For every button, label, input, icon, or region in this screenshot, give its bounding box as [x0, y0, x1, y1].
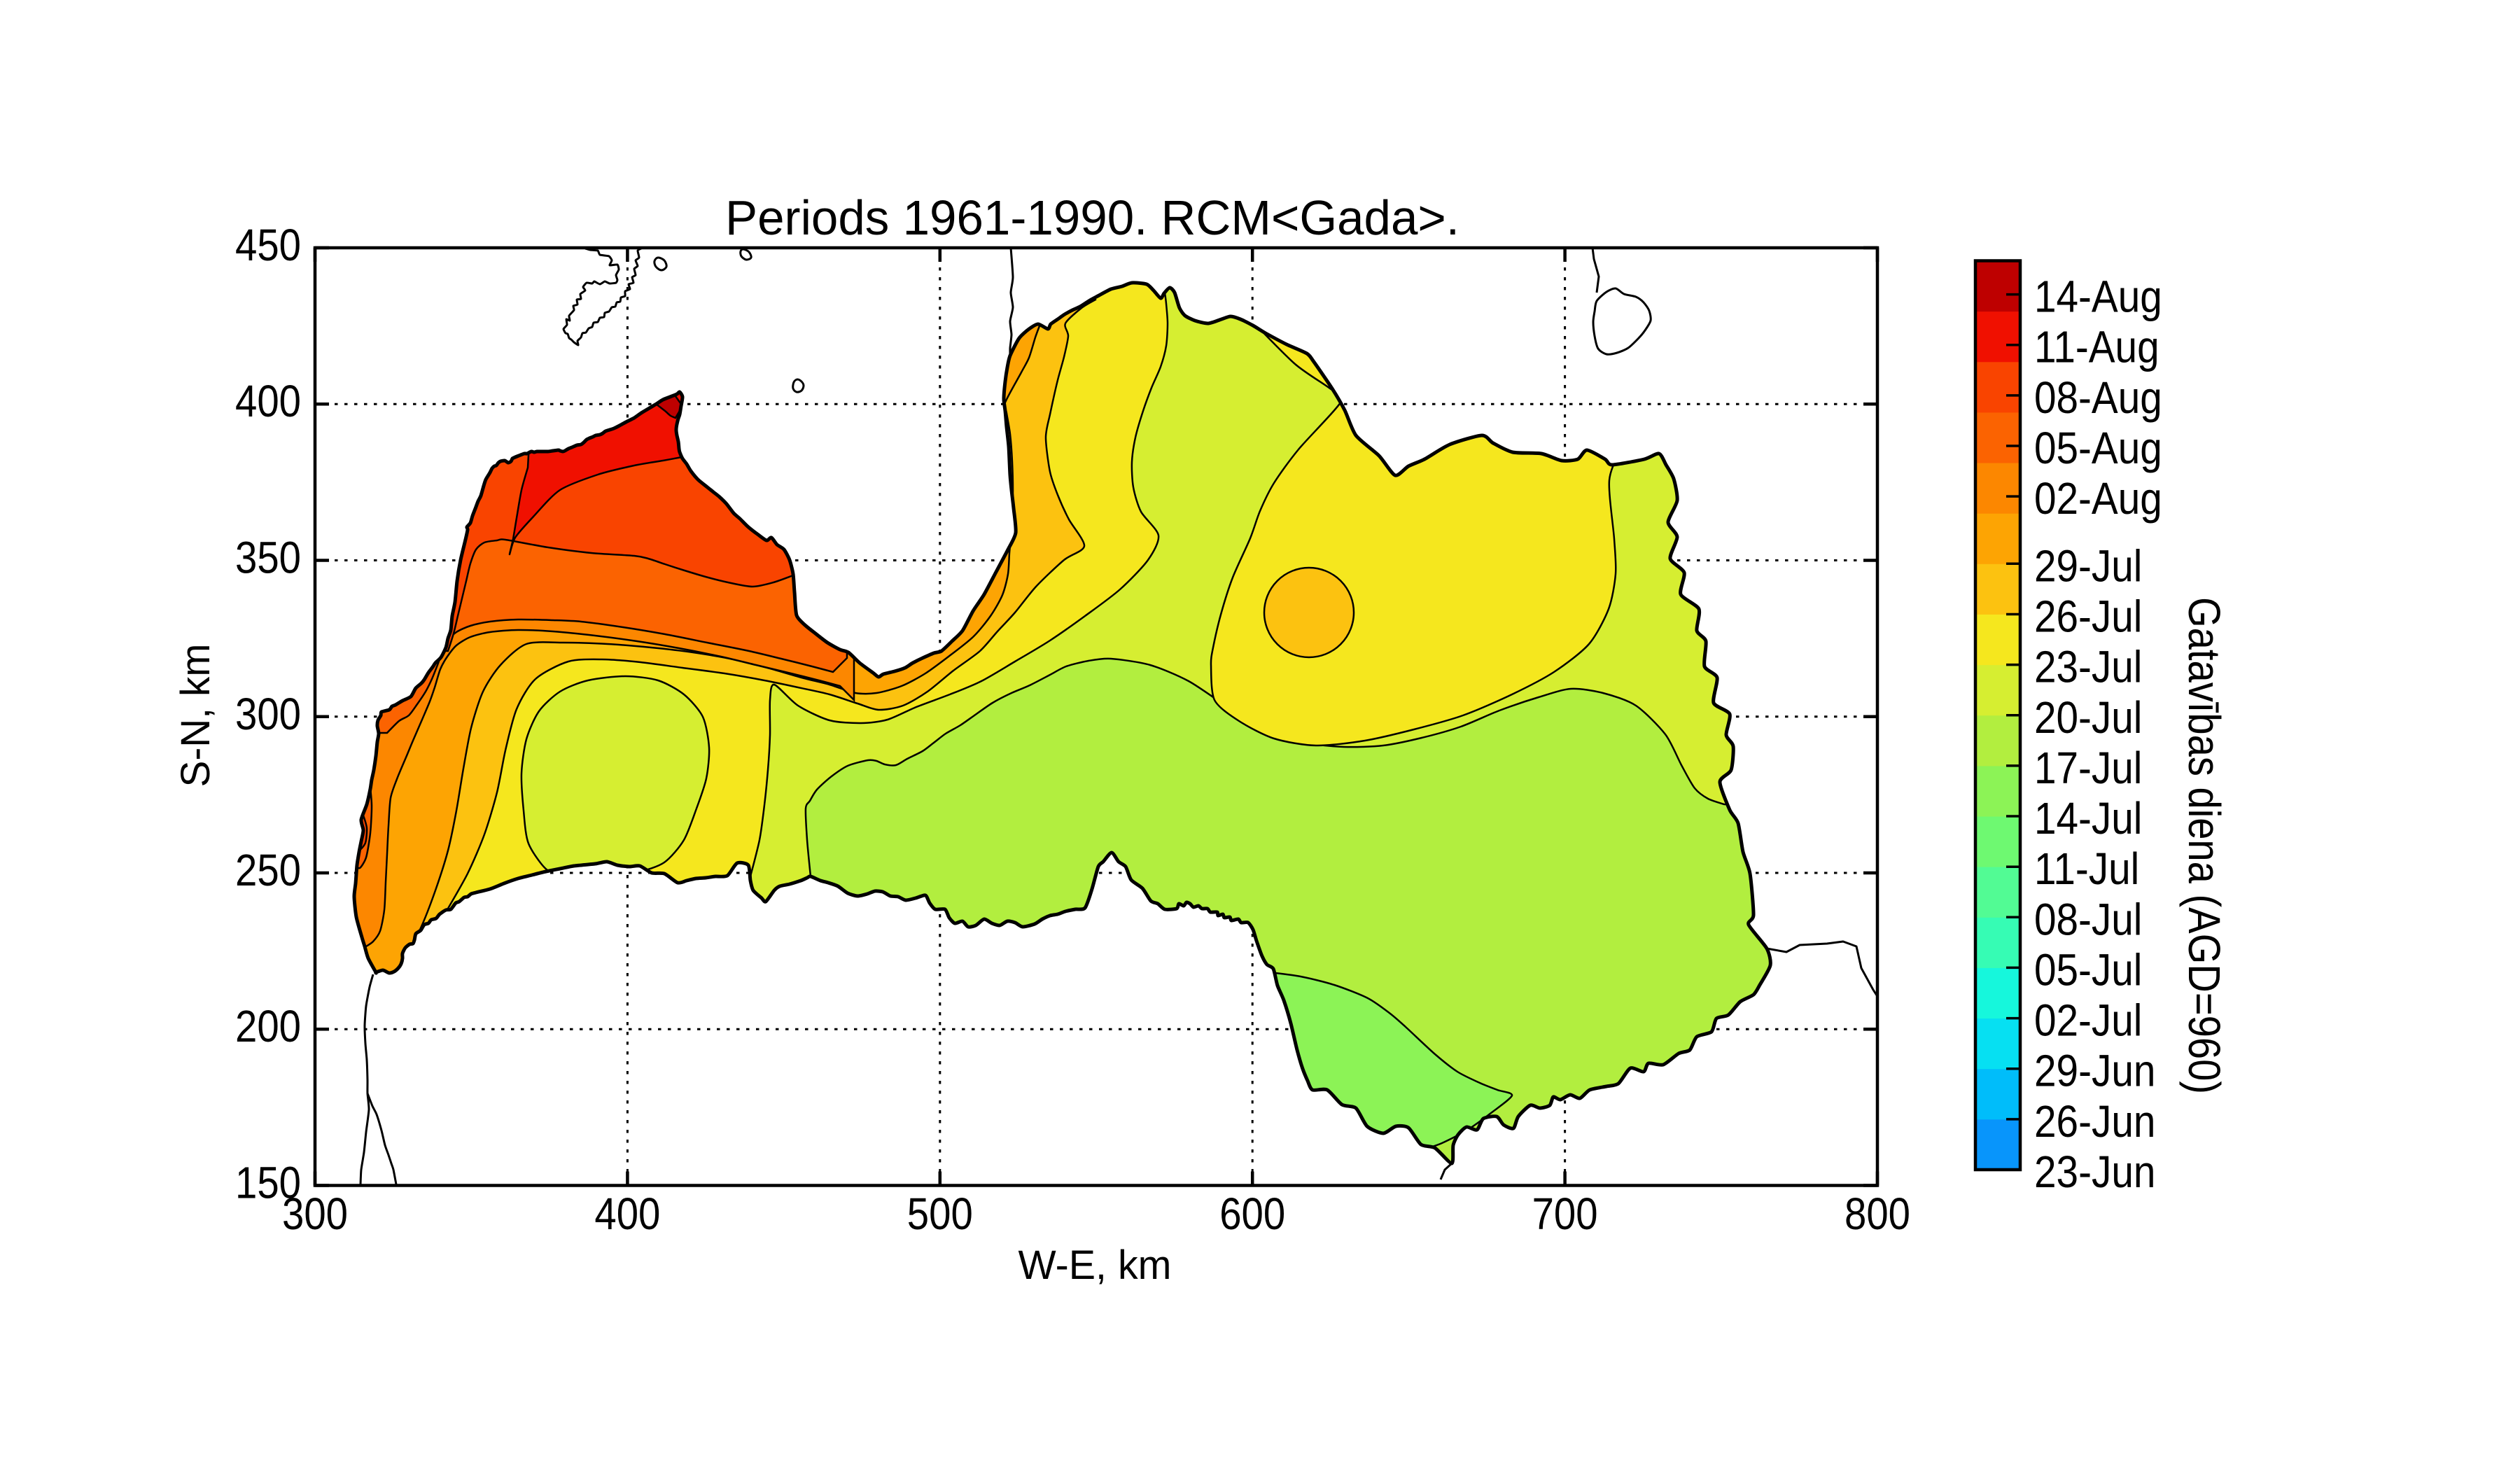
- svg-text:400: 400: [594, 1189, 660, 1239]
- svg-text:11-Jul: 11-Jul: [2034, 844, 2139, 894]
- svg-text:17-Jul: 17-Jul: [2034, 743, 2142, 793]
- svg-text:05-Jul: 05-Jul: [2034, 944, 2142, 995]
- svg-text:S-N, km: S-N, km: [173, 644, 218, 788]
- svg-text:05-Aug: 05-Aug: [2034, 423, 2162, 473]
- svg-text:400: 400: [235, 376, 301, 426]
- svg-text:350: 350: [235, 533, 301, 583]
- svg-text:02-Aug: 02-Aug: [2034, 473, 2162, 524]
- svg-text:14-Jul: 14-Jul: [2034, 793, 2142, 844]
- svg-text:250: 250: [235, 845, 301, 895]
- svg-text:26-Jul: 26-Jul: [2034, 592, 2142, 642]
- svg-text:600: 600: [1219, 1189, 1285, 1239]
- svg-text:450: 450: [235, 220, 301, 270]
- svg-text:14-Aug: 14-Aug: [2034, 272, 2162, 322]
- svg-text:29-Jul: 29-Jul: [2034, 540, 2142, 591]
- svg-text:700: 700: [1532, 1189, 1598, 1239]
- svg-text:300: 300: [282, 1189, 348, 1239]
- svg-text:29-Jun: 29-Jun: [2034, 1046, 2155, 1096]
- svg-text:08-Aug: 08-Aug: [2034, 372, 2162, 423]
- svg-text:Gatavības diena (AGD=960): Gatavības diena (AGD=960): [2179, 597, 2230, 1094]
- svg-text:500: 500: [907, 1189, 973, 1239]
- svg-text:300: 300: [235, 689, 301, 739]
- svg-text:11-Aug: 11-Aug: [2034, 322, 2160, 372]
- svg-text:23-Jun: 23-Jun: [2034, 1147, 2155, 1197]
- svg-text:Periods 1961-1990. RCM<Gada>.: Periods 1961-1990. RCM<Gada>.: [725, 190, 1460, 245]
- svg-text:08-Jul: 08-Jul: [2034, 894, 2142, 944]
- svg-text:150: 150: [235, 1158, 301, 1208]
- svg-text:200: 200: [235, 1001, 301, 1051]
- svg-text:800: 800: [1844, 1189, 1910, 1239]
- svg-text:02-Jul: 02-Jul: [2034, 995, 2142, 1046]
- svg-text:20-Jul: 20-Jul: [2034, 692, 2142, 743]
- svg-text:26-Jun: 26-Jun: [2034, 1096, 2155, 1147]
- svg-text:W-E, km: W-E, km: [1018, 1242, 1172, 1288]
- svg-text:23-Jul: 23-Jul: [2034, 642, 2142, 692]
